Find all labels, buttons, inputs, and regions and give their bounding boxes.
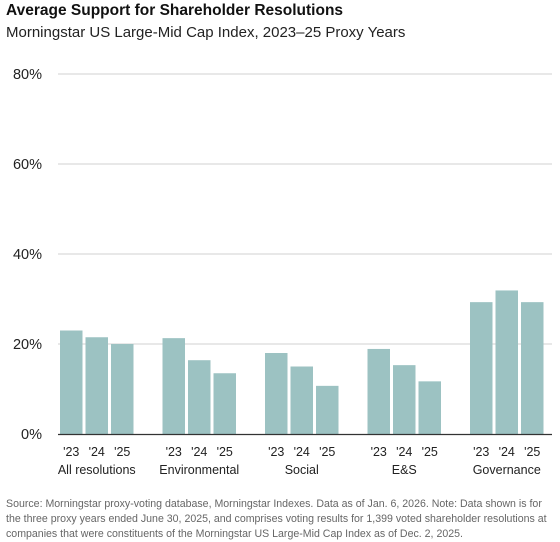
- bar: [316, 385, 339, 434]
- bar: [495, 290, 518, 434]
- bar: [162, 338, 185, 434]
- category-label: Governance: [473, 463, 541, 477]
- chart-subtitle: Morningstar US Large-Mid Cap Index, 2023…: [6, 24, 406, 41]
- chart-title: Average Support for Shareholder Resoluti…: [6, 2, 344, 19]
- category-label: Social: [285, 463, 319, 477]
- bar: [418, 381, 441, 434]
- x-tick-label: '24: [89, 445, 105, 459]
- x-tick-label: '24: [294, 445, 310, 459]
- x-tick-label: '23: [473, 445, 489, 459]
- x-tick-label: '23: [268, 445, 284, 459]
- category-label: All resolutions: [58, 463, 136, 477]
- x-tick-label: '23: [63, 445, 79, 459]
- bar: [470, 302, 493, 434]
- source-note: Source: Morningstar proxy-voting databas…: [6, 498, 547, 540]
- bar: [213, 373, 236, 434]
- x-tick-label: '25: [114, 445, 130, 459]
- x-tick-label: '23: [371, 445, 387, 459]
- bar: [60, 330, 83, 434]
- x-tick-label: '24: [191, 445, 207, 459]
- y-tick-label: 20%: [13, 337, 42, 353]
- y-tick-label: 80%: [13, 67, 42, 83]
- bar-chart: 0% 20% 40% 60% 80% '23 '24 '25 All resolutions '2…: [13, 67, 552, 477]
- y-tick-label: 60%: [13, 157, 42, 173]
- x-tick-label: '25: [319, 445, 335, 459]
- bar: [393, 365, 416, 434]
- x-tick-label: '24: [499, 445, 515, 459]
- x-tick-label: '25: [217, 445, 233, 459]
- y-tick-label: 40%: [13, 247, 42, 263]
- bar: [521, 302, 544, 434]
- y-tick-label: 0%: [21, 427, 42, 443]
- bar: [290, 366, 313, 434]
- x-tick-label: '23: [166, 445, 182, 459]
- bar: [265, 353, 288, 434]
- category-label: E&S: [392, 463, 417, 477]
- x-tick-label: '25: [422, 445, 438, 459]
- x-tick-label: '25: [524, 445, 540, 459]
- bar: [367, 348, 390, 434]
- x-tick-label: '24: [396, 445, 412, 459]
- bar: [85, 337, 108, 434]
- category-label: Environmental: [159, 463, 239, 477]
- bar: [111, 344, 134, 434]
- bar: [188, 360, 211, 434]
